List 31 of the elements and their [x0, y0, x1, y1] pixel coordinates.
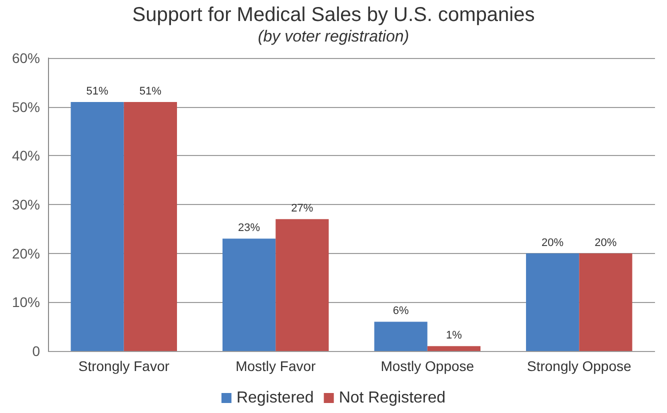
data-label: 51% — [139, 85, 162, 98]
x-tick-label: Strongly Favor — [78, 358, 170, 374]
y-tick-label: 30% — [12, 196, 40, 212]
y-tick-label: 0 — [32, 343, 40, 359]
bar — [70, 102, 124, 351]
data-label: 23% — [238, 222, 260, 234]
data-label: 20% — [542, 236, 564, 249]
data-label: 1% — [446, 330, 462, 342]
data-label: 20% — [594, 236, 617, 249]
data-label: 51% — [86, 85, 109, 98]
legend-label: Registered — [236, 390, 314, 406]
bar — [526, 253, 580, 351]
x-tick-label: Strongly Oppose — [526, 358, 632, 374]
x-tick-label: Mostly Oppose — [380, 358, 474, 374]
bar — [276, 219, 329, 351]
data-label: 6% — [392, 305, 409, 318]
y-tick-label: 40% — [12, 148, 40, 164]
data-label: 27% — [291, 202, 314, 215]
legend-label: Not Registered — [338, 390, 446, 406]
chart-title: Support for Medical Sales by U.S. companies — [132, 4, 535, 26]
bar — [579, 253, 632, 351]
bar — [374, 322, 428, 351]
y-tick-label: 10% — [12, 294, 40, 310]
bar — [222, 238, 276, 351]
chart-subtitle: (by voter registration) — [258, 28, 410, 46]
x-tick-label: Mostly Favor — [236, 358, 316, 374]
bar — [124, 102, 177, 351]
bar — [427, 346, 480, 351]
y-tick-label: 20% — [12, 245, 40, 262]
y-tick-label: 50% — [12, 98, 40, 115]
y-tick-label: 60% — [12, 50, 40, 66]
